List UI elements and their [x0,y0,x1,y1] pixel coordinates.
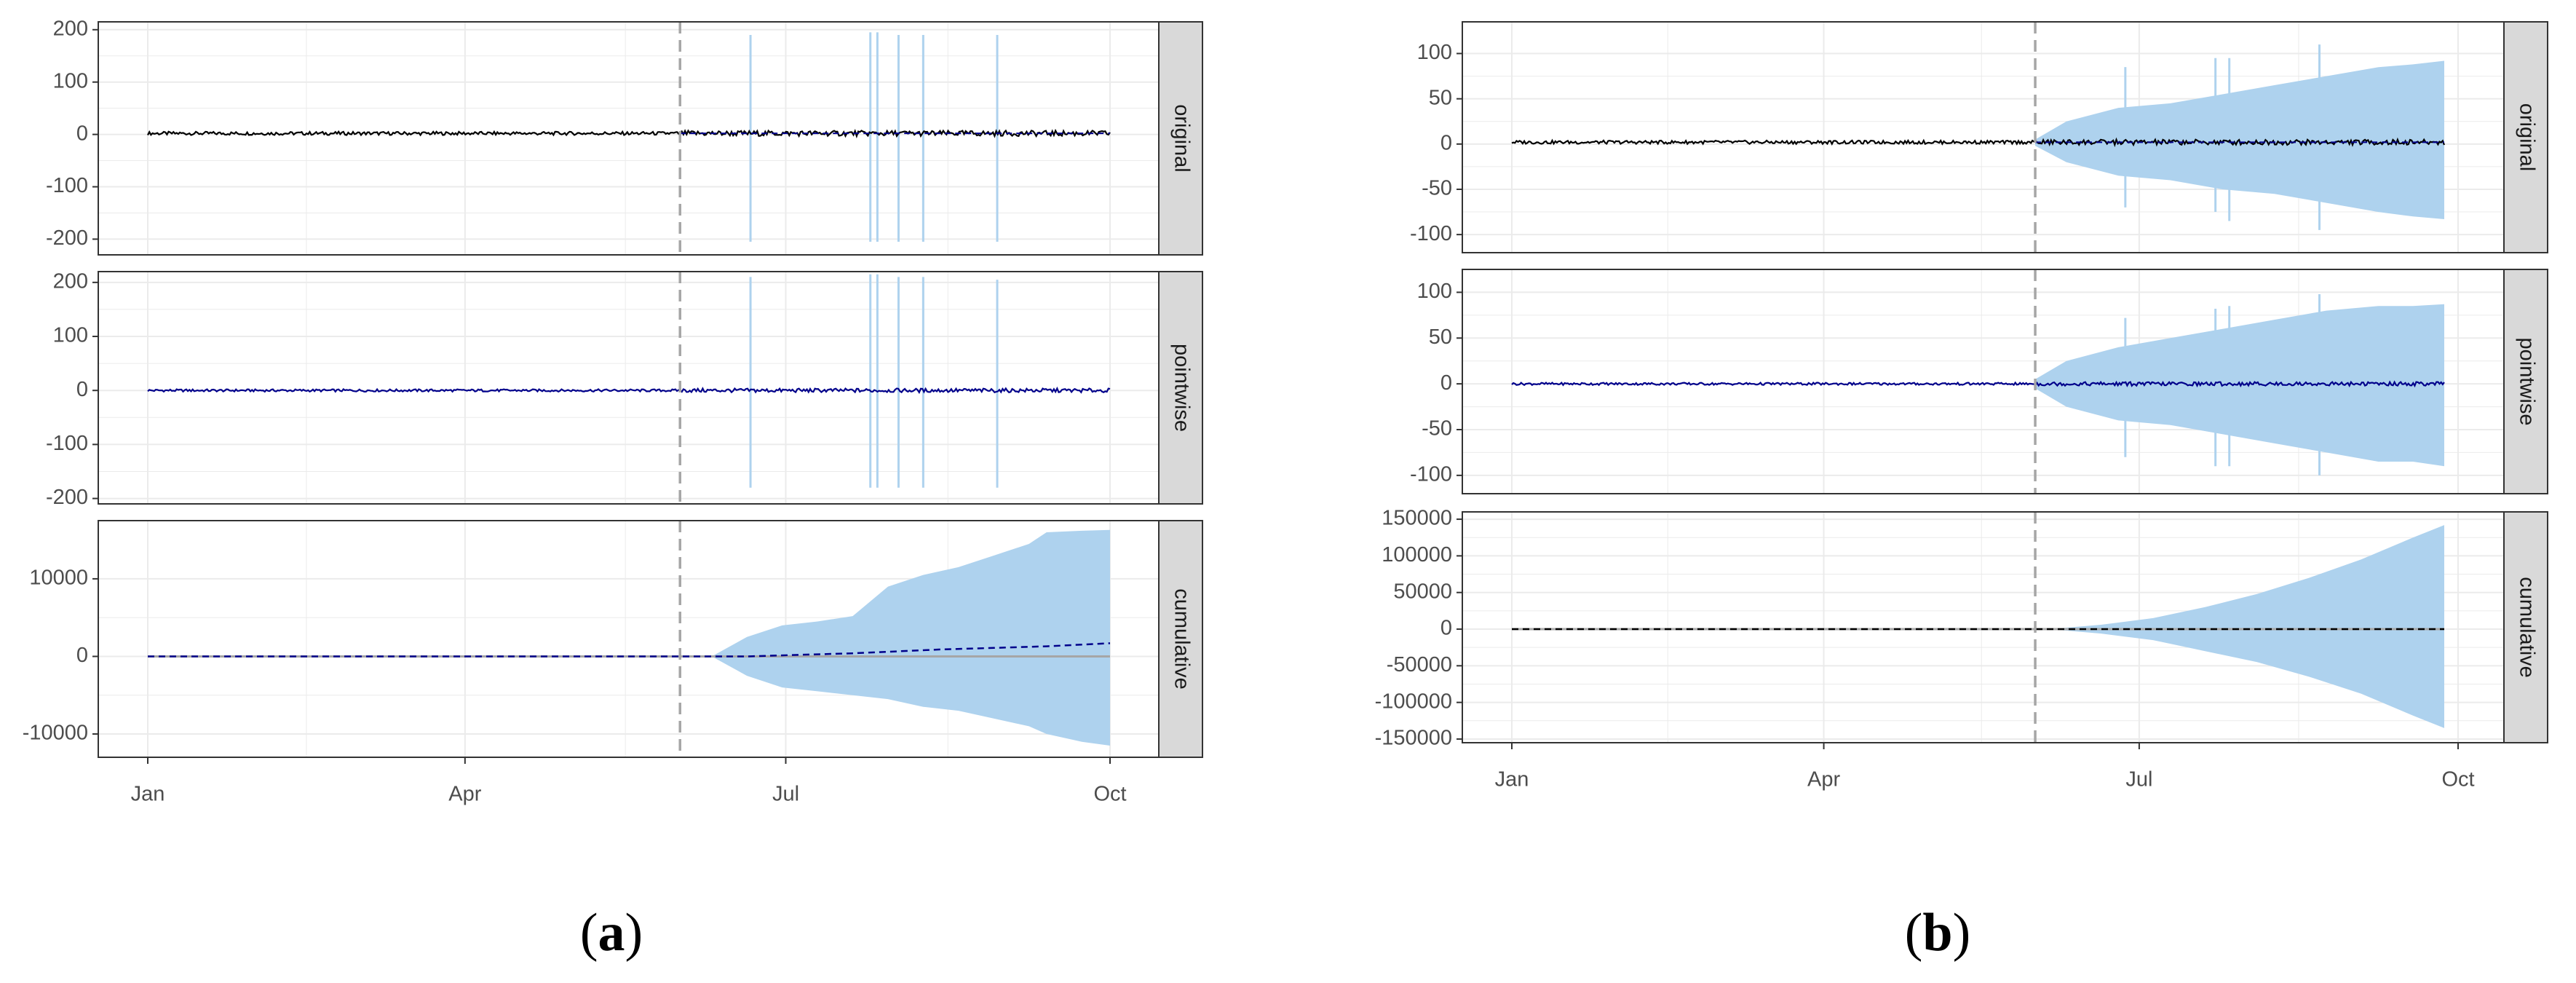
y-tick-label: -50 [1422,177,1452,200]
y-tick-label: -100 [1410,463,1452,486]
y-tick-label: -50 [1422,417,1452,441]
panel-background [98,272,1159,504]
predicted-cumulative-effect-line [148,642,1111,658]
facet-strip-label-cumulative: cumulative [2515,577,2538,678]
facet-strip [1158,21,1203,256]
facet-strip-label-original: original [2515,103,2538,172]
y-tick-label: -10000 [23,722,88,745]
y-tick-label: -100 [1410,222,1452,245]
pointwise-effect-line [147,386,1111,395]
y-tick-label: 0 [1440,617,1452,640]
facet-strip [2503,511,2548,743]
y-tick-label: -100000 [1375,690,1452,713]
y-tick-label: 0 [1440,131,1452,154]
y-tick-label: 100 [1417,41,1452,64]
y-tick-label: -200 [46,226,88,250]
y-tick-label: 50000 [1393,580,1452,603]
y-tick-label: 200 [53,269,88,293]
y-tick-label: 0 [76,122,88,145]
y-tick-label: 150000 [1382,507,1452,530]
facet-strip [2503,21,2548,253]
y-tick-label: -150000 [1375,727,1452,750]
x-tick-label-jan: Jan [131,783,165,806]
x-tick-label-jul: Jul [772,783,799,806]
chart-1-panel-2: cumulative 150000 100000 50000 0 -50000 -10000… [1375,507,2548,750]
chart-1-panel-0: original 100 50 0 -50 -100 [1410,21,2548,253]
y-tick-label: -100 [46,174,88,197]
y-tick-label: 100000 [1382,543,1452,566]
y-tick-label: 0 [1440,371,1452,395]
y-tick-label: 0 [76,378,88,401]
facet-strip [1158,271,1203,505]
prediction-interval-band [2049,525,2444,728]
x-tick-label-oct: Oct [2441,768,2474,791]
chart-0-panel-0: original 200 100 0 -100 -200 [46,17,1203,256]
figure-label-a: (a) [580,903,643,963]
chart-0-panel-2: cumulative 10000 0 -10000 [23,520,1203,758]
observed-series-line [1511,137,2446,148]
y-tick-label: -100 [46,432,88,455]
y-tick-label: 100 [53,324,88,347]
facet-strip-label-cumulative: cumulative [1170,588,1193,690]
panel-background [98,22,1159,255]
figure-label-b: (b) [1905,903,1970,963]
facet-strip [2503,269,2548,494]
y-tick-label: 200 [53,17,88,40]
pointwise-effect-line [1511,380,2445,388]
x-tick-label-jan: Jan [1495,768,1529,791]
x-tick-label-oct: Oct [1093,783,1126,806]
facet-strip-label-pointwise: pointwise [1170,344,1193,432]
x-tick-label-apr: Apr [1807,768,1840,791]
y-tick-label: 100 [1417,280,1452,303]
y-tick-label: 0 [76,644,88,667]
x-tick-label-jul: Jul [2125,768,2152,791]
x-tick-label-apr: Apr [448,783,481,806]
prediction-interval-band [711,529,1110,746]
y-tick-label: 100 [53,69,88,92]
chart-1-panel-1: pointwise 100 50 0 -50 -100 [1410,269,2548,494]
facet-strip-label-original: original [1170,104,1193,173]
facet-strip-label-pointwise: pointwise [2515,338,2538,426]
y-tick-label: 10000 [29,566,88,590]
chart-0-panel-1: pointwise 200 100 0 -100 -200 [46,269,1203,509]
facet-strip [1158,520,1203,758]
y-tick-label: -200 [46,486,88,509]
y-tick-label: 50 [1429,86,1452,109]
y-tick-label: -50000 [1387,653,1452,676]
y-tick-label: 50 [1429,325,1452,349]
